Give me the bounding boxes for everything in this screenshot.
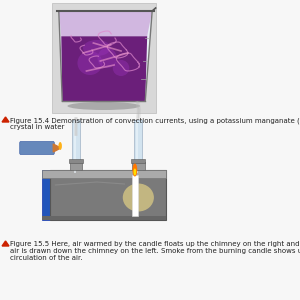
Bar [70, 162, 82, 170]
Polygon shape [2, 117, 9, 122]
Bar [131, 159, 145, 163]
Ellipse shape [134, 169, 136, 176]
Ellipse shape [123, 184, 154, 212]
Polygon shape [61, 36, 147, 101]
Ellipse shape [133, 164, 137, 176]
Bar [41, 170, 166, 178]
Bar [132, 162, 145, 170]
Bar [50, 170, 166, 220]
Bar [52, 3, 156, 113]
Text: Figure 15.4 Demonstration of convection currents, using a potassium manganate (V: Figure 15.4 Demonstration of convection … [11, 117, 300, 130]
Ellipse shape [77, 51, 102, 75]
Bar [41, 216, 166, 220]
Ellipse shape [98, 48, 117, 68]
Ellipse shape [113, 60, 129, 76]
Bar [136, 122, 138, 173]
Bar [69, 159, 83, 163]
Text: Figure 15.5 Here, air warmed by the candle floats up the chimney on the right an: Figure 15.5 Here, air warmed by the cand… [11, 241, 300, 261]
Polygon shape [53, 144, 59, 152]
Bar [132, 175, 138, 216]
Ellipse shape [58, 142, 62, 150]
Ellipse shape [83, 40, 111, 56]
Ellipse shape [68, 102, 140, 110]
Polygon shape [59, 11, 152, 101]
FancyBboxPatch shape [20, 142, 54, 154]
Bar [134, 120, 142, 175]
Bar [74, 122, 76, 173]
Polygon shape [59, 11, 152, 36]
Bar [41, 170, 50, 220]
Polygon shape [2, 241, 9, 246]
Bar [72, 120, 80, 175]
